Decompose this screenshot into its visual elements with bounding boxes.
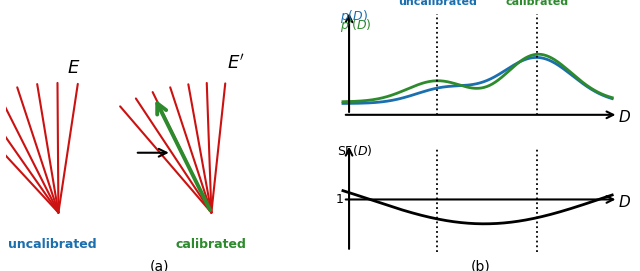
- Text: calibrated: calibrated: [505, 0, 568, 7]
- Text: $D$: $D$: [618, 109, 631, 125]
- Text: uncalibrated: uncalibrated: [8, 238, 97, 251]
- Text: $E'$: $E'$: [227, 53, 245, 72]
- Text: (a): (a): [150, 260, 169, 271]
- Text: $E$: $E$: [67, 59, 81, 77]
- Text: uncalibrated: uncalibrated: [397, 0, 477, 7]
- Text: 1: 1: [336, 193, 344, 206]
- Text: $p'(D)$: $p'(D)$: [340, 17, 371, 35]
- Text: $D$: $D$: [618, 194, 631, 210]
- Text: SF$(D)$: SF$(D)$: [337, 143, 372, 158]
- Text: $p(D)$: $p(D)$: [340, 8, 368, 25]
- Text: calibrated: calibrated: [176, 238, 247, 251]
- Text: (b): (b): [471, 260, 490, 271]
